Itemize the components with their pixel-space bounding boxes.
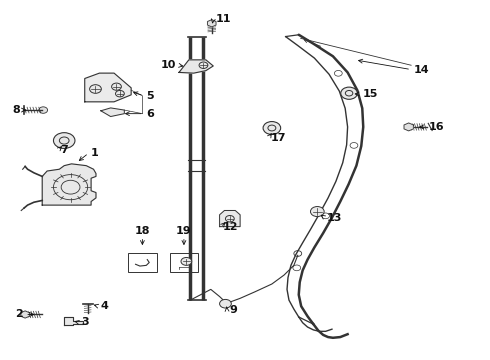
Circle shape bbox=[225, 216, 234, 222]
Text: 15: 15 bbox=[362, 89, 378, 99]
Text: 4: 4 bbox=[101, 301, 109, 311]
Circle shape bbox=[53, 133, 75, 148]
Circle shape bbox=[341, 87, 357, 99]
Circle shape bbox=[90, 85, 101, 93]
Text: 6: 6 bbox=[147, 109, 154, 119]
Text: 7: 7 bbox=[60, 145, 68, 155]
Polygon shape bbox=[42, 164, 96, 205]
Text: 19: 19 bbox=[176, 226, 192, 236]
Text: 14: 14 bbox=[414, 64, 429, 75]
Polygon shape bbox=[404, 123, 414, 131]
Polygon shape bbox=[85, 73, 131, 102]
Text: 13: 13 bbox=[327, 213, 343, 222]
Text: 8: 8 bbox=[12, 105, 20, 115]
Circle shape bbox=[181, 257, 192, 265]
Text: 16: 16 bbox=[428, 122, 444, 132]
Text: 18: 18 bbox=[135, 226, 150, 236]
Polygon shape bbox=[64, 317, 83, 325]
Text: 9: 9 bbox=[229, 305, 237, 315]
Circle shape bbox=[263, 122, 281, 134]
Text: 12: 12 bbox=[223, 222, 239, 232]
Text: 1: 1 bbox=[91, 148, 99, 158]
Text: 11: 11 bbox=[216, 14, 231, 24]
Text: 5: 5 bbox=[147, 91, 154, 101]
Text: 2: 2 bbox=[15, 310, 23, 319]
Circle shape bbox=[112, 83, 122, 90]
Circle shape bbox=[311, 207, 324, 217]
Text: 10: 10 bbox=[160, 60, 175, 70]
Polygon shape bbox=[101, 108, 124, 117]
Circle shape bbox=[220, 300, 231, 308]
Circle shape bbox=[39, 107, 48, 113]
Text: 17: 17 bbox=[271, 133, 286, 143]
Polygon shape bbox=[179, 60, 213, 73]
Polygon shape bbox=[220, 211, 240, 226]
Circle shape bbox=[116, 90, 124, 97]
Polygon shape bbox=[208, 20, 216, 27]
Text: 3: 3 bbox=[81, 318, 89, 327]
Circle shape bbox=[199, 62, 208, 68]
Polygon shape bbox=[21, 311, 29, 318]
